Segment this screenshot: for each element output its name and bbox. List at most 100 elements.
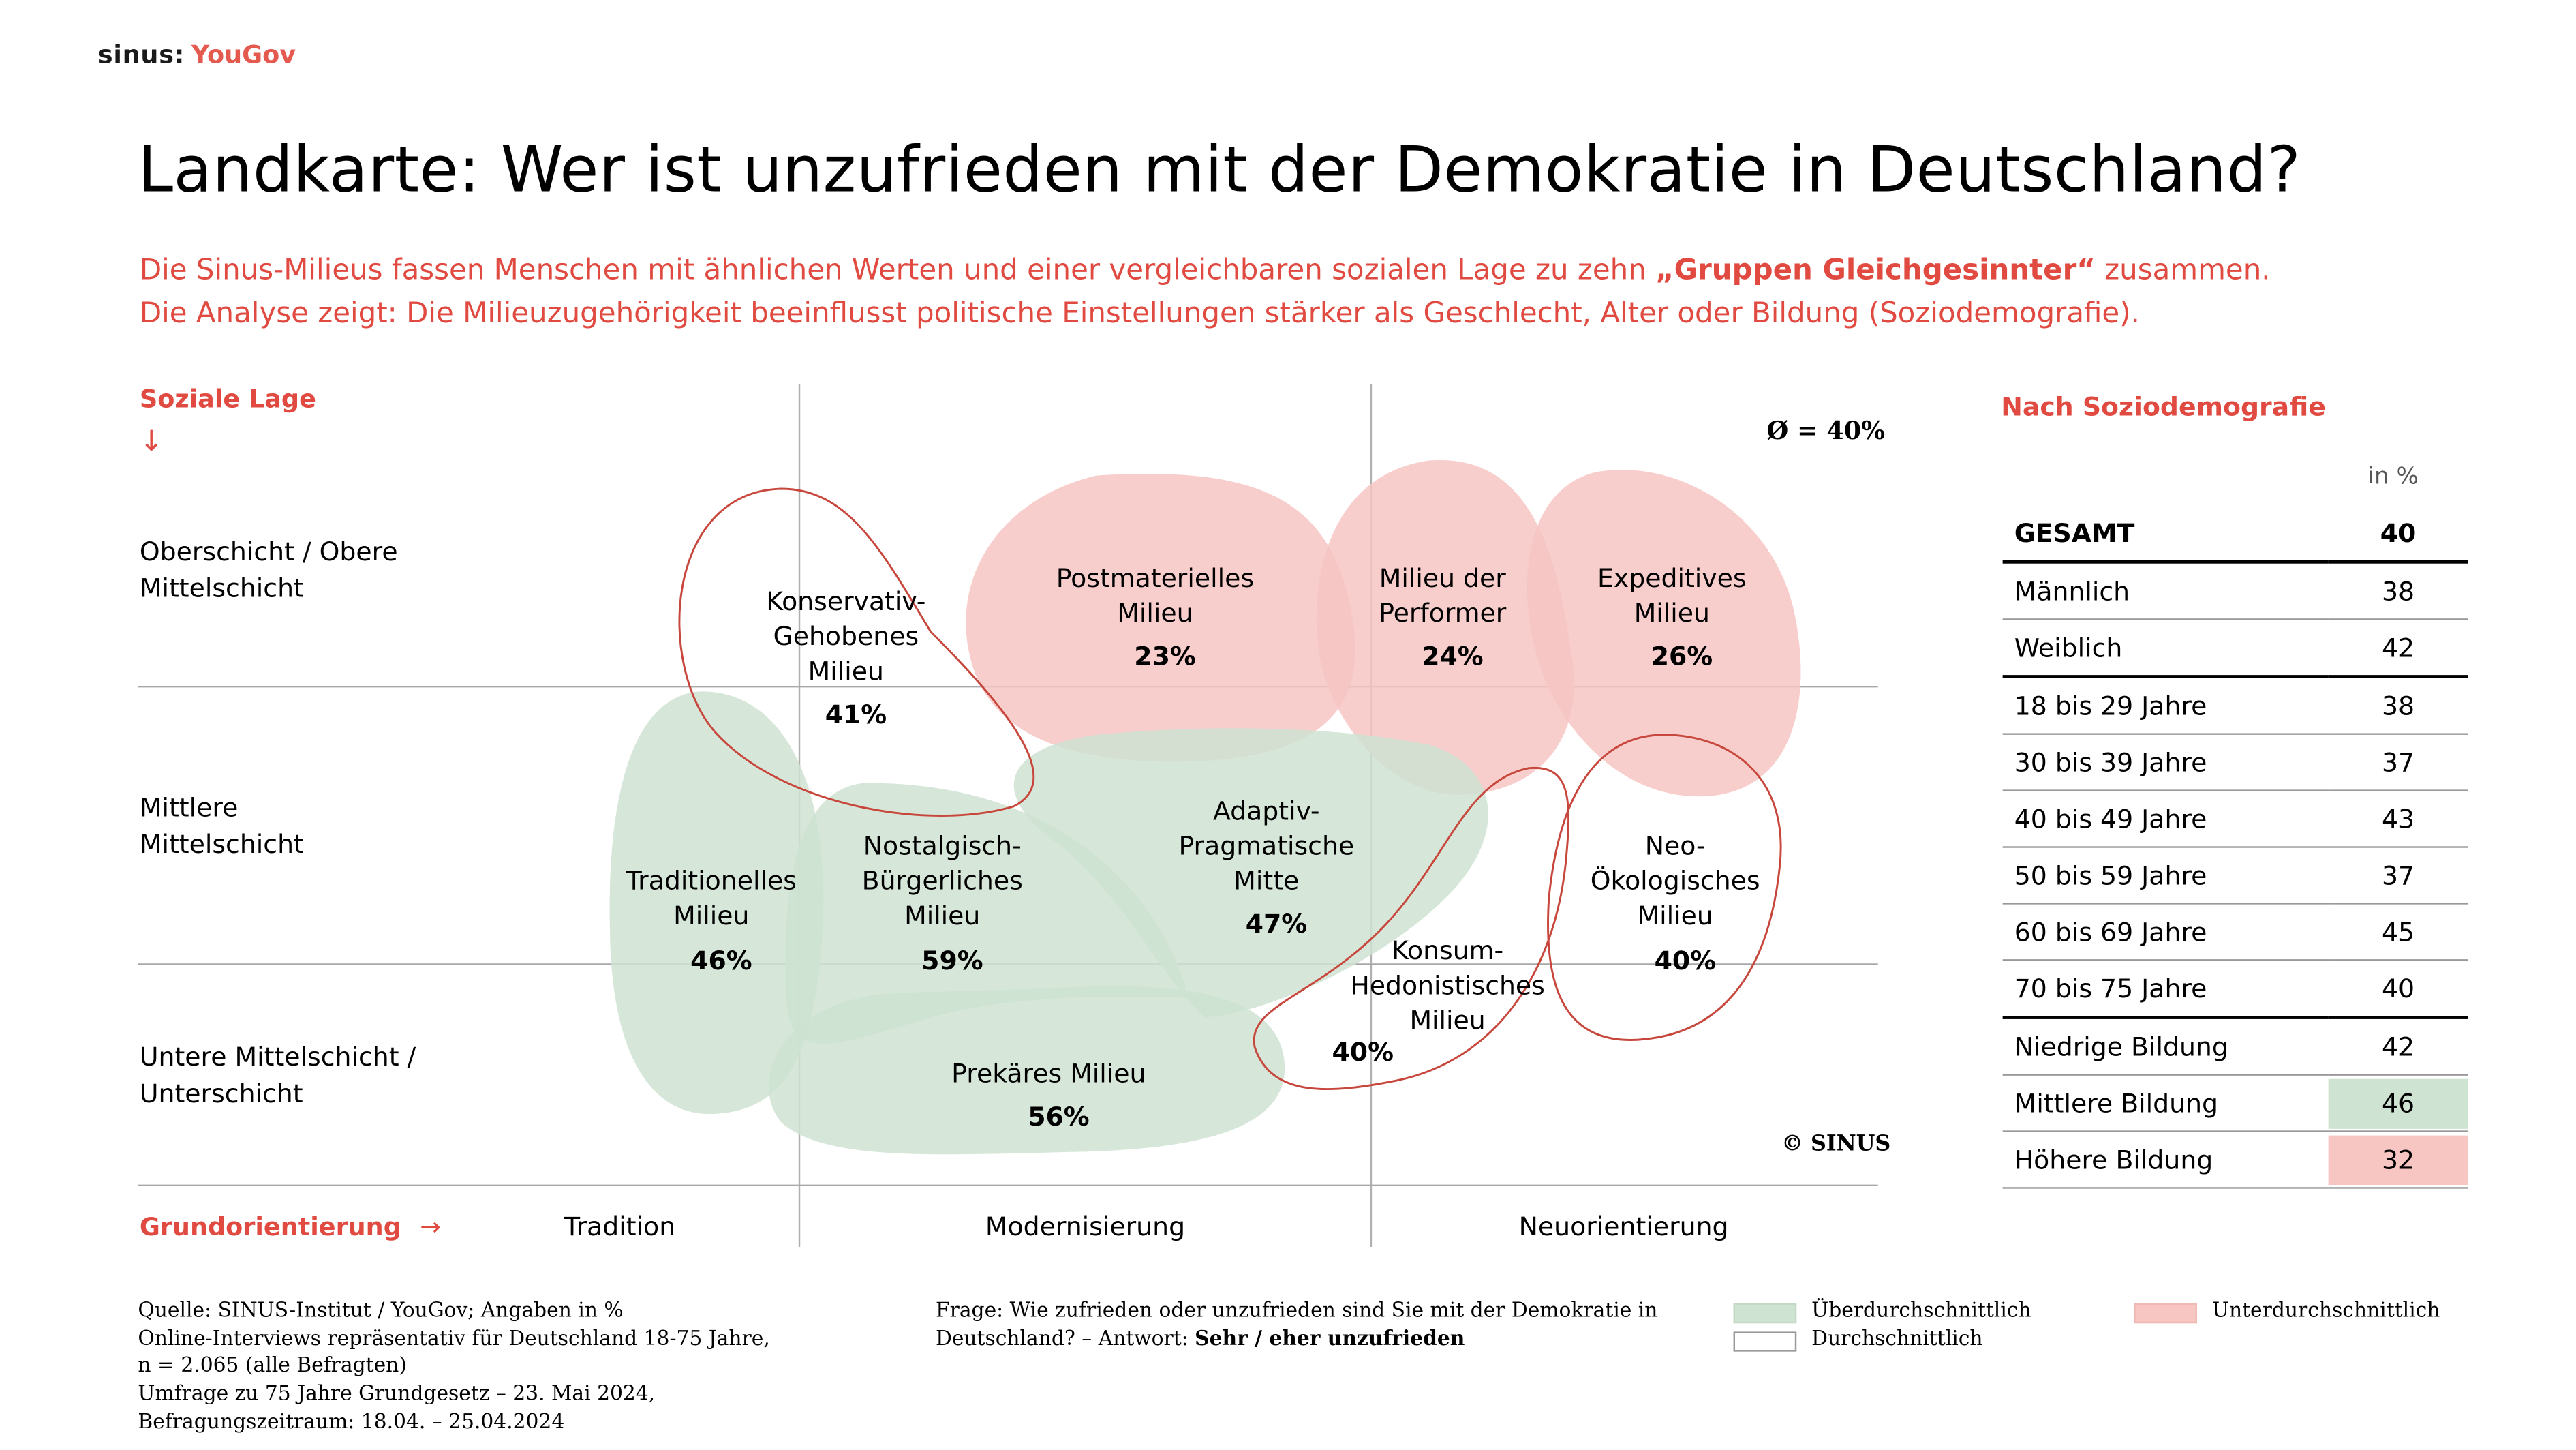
row-value: 38 (2328, 676, 2468, 735)
milieu-label-konservativ-gehobenes-milieu: Milieu (808, 656, 884, 686)
average-label: Ø = 40% (1766, 415, 1886, 446)
milieu-label-nostalgisch-bürgerliches-milieu: Nostalgisch- (863, 830, 1022, 860)
row-label: Männlich (2002, 562, 2329, 620)
milieu-value-nostalgisch-bürgerliches-milieu: 59% (921, 946, 983, 976)
row-value: 43 (2328, 790, 2468, 848)
table-row: 50 bis 59 Jahre 37 (2002, 847, 2468, 905)
source-line: Online-Interviews repräsentativ für Deut… (138, 1326, 770, 1350)
source-line: Befragungszeitraum: 18.04. – 25.04.2024 (138, 1409, 565, 1433)
milieu-label-expeditives-milieu: Expeditives (1597, 563, 1747, 593)
milieu-shape-nostalgisch-bürgerliches-milieu (785, 783, 1189, 1044)
subtitle: Die Sinus-Milieus fassen Menschen mit äh… (140, 250, 2271, 336)
subtitle-text: zusammen. (2095, 254, 2271, 288)
table-row: 60 bis 69 Jahre 45 (2002, 903, 2468, 961)
row-value: 40 (2328, 960, 2468, 1019)
row-value: 37 (2328, 847, 2468, 905)
row-label: GESAMT (2002, 505, 2329, 564)
x-axis-title: Grundorientierung → (140, 1212, 441, 1242)
milieu-shape-expeditives-milieu (1527, 470, 1801, 797)
logo: sinus: YouGov (98, 40, 296, 70)
arrow-right-icon: → (420, 1211, 441, 1242)
milieu-label-konservativ-gehobenes-milieu: Gehobenes (773, 621, 919, 651)
x-category-tradition: Tradition (564, 1211, 676, 1242)
milieu-label-neo-ökologisches-milieu: Ökologisches (1591, 866, 1760, 896)
value-cell: 40 (2380, 517, 2417, 548)
milieu-shape-milieu-der-performer (1316, 459, 1574, 795)
table-row: Höhere Bildung 32 (2002, 1131, 2468, 1189)
question-line: Deutschland? – Antwort: Sehr / eher unzu… (936, 1325, 1657, 1353)
legend-swatch-average (1733, 1331, 1797, 1352)
milieu-shape-neo-ökologisches-milieu (1547, 734, 1782, 1041)
value-cell: 42 (2381, 1031, 2415, 1062)
milieu-shape-konsum-hedonistisches-milieu (1253, 766, 1570, 1091)
milieu-label-neo-ökologisches-milieu: Neo- (1645, 830, 1706, 860)
value-cell: 37 (2381, 860, 2415, 890)
x-category-modernisierung: Modernisierung (985, 1211, 1186, 1242)
milieu-label-neo-ökologisches-milieu: Milieu (1638, 901, 1713, 931)
value-cell: 37 (2381, 747, 2415, 778)
milieu-label-milieu-der-performer: Milieu der (1379, 563, 1507, 593)
row-label: Weiblich (2002, 619, 2329, 678)
milieu-label-adaptiv-pragmatische-mitte: Pragmatische (1178, 830, 1354, 860)
table-row: Niedrige Bildung 42 (2002, 1017, 2468, 1076)
row-label: Höhere Bildung (2002, 1131, 2329, 1189)
milieu-label-postmaterielles-milieu: Milieu (1117, 598, 1193, 628)
milieu-label-konsum-hedonistisches-milieu: Milieu (1409, 1006, 1485, 1036)
table-row: Mittlere Bildung 46 (2002, 1074, 2468, 1132)
legend-swatch-above (1733, 1303, 1797, 1324)
milieu-label-traditionelles-milieu: Milieu (673, 901, 749, 931)
table-unit: in % (2367, 464, 2419, 491)
table-row: GESAMT 40 (2002, 505, 2468, 564)
row-value: 40 (2328, 505, 2468, 564)
milieu-shape-postmaterielles-milieu (966, 474, 1355, 762)
row-label: Mittlere Bildung (2002, 1074, 2329, 1132)
row-label: 40 bis 49 Jahre (2002, 790, 2329, 848)
milieu-label-adaptiv-pragmatische-mitte: Mitte (1233, 866, 1299, 896)
logo-sinus: sinus: (97, 40, 185, 70)
value-cell: 45 (2381, 916, 2415, 947)
milieu-value-adaptiv-pragmatische-mitte: 47% (1246, 909, 1307, 939)
milieu-label-adaptiv-pragmatische-mitte: Adaptiv- (1213, 796, 1320, 826)
value-cell: 42 (2381, 632, 2415, 663)
table-row: 70 bis 75 Jahre 40 (2002, 960, 2468, 1019)
milieu-value-konsum-hedonistisches-milieu: 40% (1332, 1037, 1394, 1067)
milieu-value-milieu-der-performer: 24% (1422, 641, 1483, 671)
milieu-shape-traditionelles-milieu (609, 691, 824, 1115)
value-cell: 40 (2381, 973, 2415, 1003)
question-line: Frage: Wie zufrieden oder unzufrieden si… (935, 1298, 1658, 1322)
y-axis-title: Soziale Lage (139, 384, 316, 414)
legend-label-average: Durchschnittlich (1811, 1327, 1983, 1350)
row-value: 37 (2328, 734, 2468, 791)
milieu-label-nostalgisch-bürgerliches-milieu: Milieu (904, 901, 980, 931)
milieu-label-nostalgisch-bürgerliches-milieu: Bürgerliches (862, 866, 1023, 896)
y-category-middle: Mittlere Mittelschicht (139, 793, 304, 860)
question-text: Deutschland? – Antwort: (935, 1326, 1195, 1350)
subtitle-emphasis: „Gruppen Gleichgesinnter“ (1655, 254, 2096, 288)
page-title: Landkarte: Wer ist unzufrieden mit der D… (138, 133, 2301, 207)
subtitle-text: Die Sinus-Milieus fassen Menschen mit äh… (139, 254, 1656, 288)
value-cell: 43 (2381, 804, 2415, 834)
milieu-label-expeditives-milieu: Milieu (1634, 598, 1710, 628)
y-category-upper: Oberschicht / Obere Mittelschicht (139, 537, 398, 604)
source-line: n = 2.065 (alle Befragten) (138, 1354, 407, 1378)
x-axis-title-text: Grundorientierung (139, 1211, 401, 1242)
row-value: 42 (2328, 619, 2468, 678)
row-label: 60 bis 69 Jahre (2002, 903, 2329, 961)
milieu-shape-konservativ-gehobenes-milieu (678, 487, 1035, 817)
legend-label-below: Unterdurchschnittlich (2211, 1298, 2440, 1322)
milieu-value-neo-ökologisches-milieu: 40% (1655, 946, 1716, 976)
logo-yougov: YouGov (191, 40, 296, 70)
milieu-shape-prekäres-milieu (768, 986, 1285, 1155)
demographics-table: GESAMT 40 Männlich 38 Weiblich 42 18 bis 29 Ja… (2002, 505, 2468, 1189)
milieu-label-konsum-hedonistisches-milieu: Konsum- (1392, 935, 1503, 965)
row-label: 50 bis 59 Jahre (2002, 847, 2329, 905)
row-label: Niedrige Bildung (2002, 1017, 2329, 1076)
value-cell: 32 (2328, 1134, 2468, 1185)
row-value: 38 (2328, 562, 2468, 620)
milieu-value-expeditives-milieu: 26% (1651, 641, 1713, 671)
milieu-labels: Konservativ- Gehobenes Milieu 41% Postmateri… (626, 563, 1760, 1132)
arrow-down-icon: ↓ (139, 425, 164, 459)
milieu-shape-adaptiv-pragmatische-mitte (1013, 728, 1488, 1018)
row-label: 30 bis 39 Jahre (2002, 734, 2329, 791)
